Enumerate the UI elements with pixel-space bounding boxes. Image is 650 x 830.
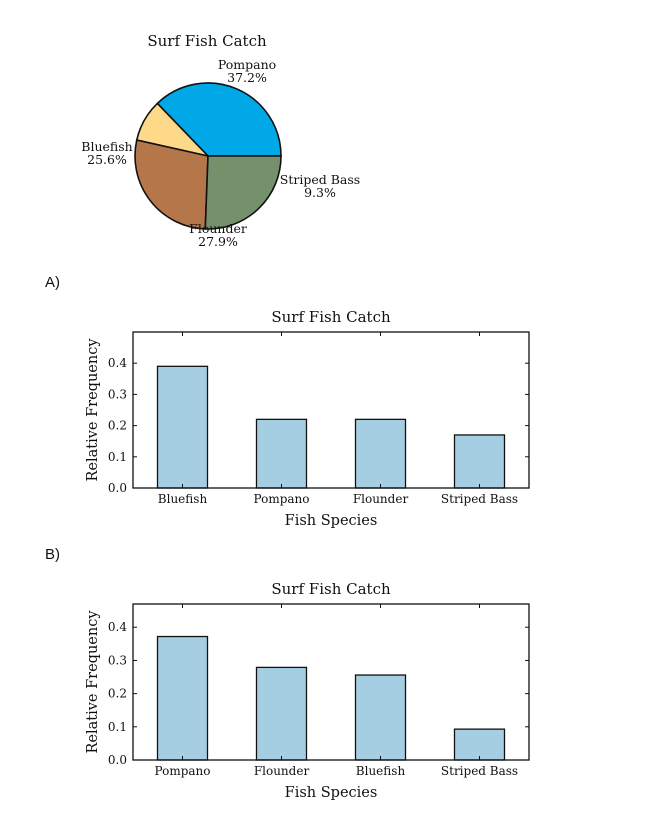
bar-a-xtick-striped-bass: Striped Bass: [441, 492, 518, 506]
pie-pct-flounder: 27.9%: [198, 234, 238, 249]
bar-b-ytick-0.3: 0.3: [108, 653, 127, 667]
bar-b-xtick-pompano: Pompano: [155, 764, 211, 778]
bar-a-bar-striped-bass: [453, 434, 506, 489]
bar-a-bar-bluefish: [156, 365, 209, 489]
bar-b-ylabel: Relative Frequency: [85, 610, 101, 754]
pie-pct-striped-bass: 9.3%: [304, 185, 336, 200]
bar-b-title: Surf Fish Catch: [271, 580, 391, 598]
pie-pct-pompano: 37.2%: [227, 70, 267, 85]
bar-a-bar-pompano: [255, 418, 308, 489]
bar-a-ytick-0.3: 0.3: [108, 387, 127, 401]
pie-label-bluefish: Bluefish: [81, 139, 132, 154]
bar-a-axes-frame: [132, 331, 530, 489]
bar-a-xtick-pompano: Pompano: [254, 492, 310, 506]
bar-a-ytick-0.4: 0.4: [108, 356, 127, 370]
pie-label-pompano: Pompano: [218, 57, 276, 72]
pie-label-flounder: Flounder: [189, 221, 247, 236]
bar-a-xtick-bluefish: Bluefish: [158, 492, 208, 506]
bar-a-ylabel: Relative Frequency: [85, 338, 101, 482]
bar-a-bar-flounder: [354, 418, 407, 489]
bar-b-bar-pompano: [156, 635, 209, 761]
bar-b-xtick-striped-bass: Striped Bass: [441, 764, 518, 778]
pie-pct-bluefish: 25.6%: [87, 152, 127, 167]
bar-chart-a: Surf Fish Catch Bluefish Pompano Flounder St…: [85, 308, 530, 529]
bar-b-ytick-0.1: 0.1: [108, 720, 127, 734]
bar-b-xtick-bluefish: Bluefish: [356, 764, 406, 778]
bar-b-ytick-0.4: 0.4: [108, 620, 127, 634]
bar-a-title: Surf Fish Catch: [271, 308, 391, 326]
pie-title: Surf Fish Catch: [147, 32, 267, 50]
bar-a-ytick-0.0: 0.0: [108, 481, 127, 495]
bar-b-xlabel: Fish Species: [285, 785, 378, 801]
pie-slice-bluefish: [204, 155, 282, 230]
bar-chart-b: Surf Fish Catch Pompano Flounder Bluefish St…: [85, 580, 530, 801]
option-a-label: A): [45, 274, 60, 291]
bar-a-ytick-0.1: 0.1: [108, 450, 127, 464]
bar-a-xtick-flounder: Flounder: [353, 492, 409, 506]
pie-label-striped-bass: Striped Bass: [280, 172, 360, 187]
bar-a-xlabel: Fish Species: [285, 513, 378, 529]
option-b-label: B): [45, 546, 60, 563]
bar-b-ytick-0.2: 0.2: [108, 687, 127, 701]
bar-a-ytick-0.2: 0.2: [108, 419, 127, 433]
pie-slice-pompano: [156, 82, 282, 157]
bar-b-axes-frame: [132, 603, 530, 761]
bar-b-xtick-flounder: Flounder: [254, 764, 310, 778]
bar-b-bar-flounder: [255, 666, 308, 761]
bar-b-bar-bluefish: [354, 674, 407, 761]
bar-b-ytick-0.0: 0.0: [108, 753, 127, 767]
bar-b-bar-striped-bass: [453, 728, 506, 761]
pie-slice-flounder: [134, 139, 209, 230]
